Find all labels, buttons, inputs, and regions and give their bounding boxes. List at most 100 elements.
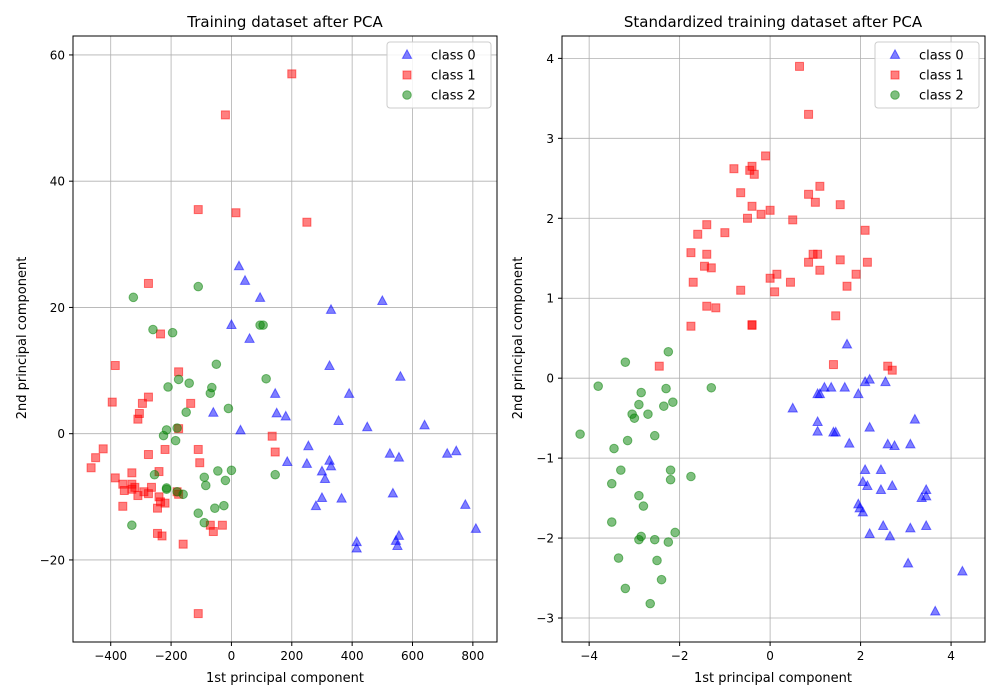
data-point bbox=[199, 517, 210, 528]
data-point bbox=[920, 519, 932, 530]
data-point bbox=[133, 414, 143, 424]
legend: class 0 class 1 class 2 bbox=[874, 41, 980, 109]
data-point bbox=[302, 440, 314, 451]
data-point bbox=[634, 534, 644, 545]
data-point bbox=[859, 375, 871, 387]
y-tick-label: −3 bbox=[536, 612, 554, 626]
plot-area bbox=[562, 36, 985, 642]
data-points bbox=[86, 69, 482, 619]
data-point bbox=[620, 583, 631, 594]
data-point bbox=[161, 484, 172, 495]
data-point bbox=[902, 557, 914, 568]
x-tick-label: −200 bbox=[155, 649, 188, 663]
data-point bbox=[795, 61, 805, 71]
plot-area bbox=[73, 36, 497, 642]
x-tick-label: 2 bbox=[857, 649, 865, 663]
data-point bbox=[387, 487, 399, 498]
x-tick-label: 800 bbox=[461, 649, 484, 663]
data-point bbox=[156, 329, 166, 339]
data-point bbox=[785, 277, 795, 287]
data-point bbox=[231, 208, 241, 218]
data-point bbox=[213, 466, 223, 476]
right-chart-panel: Standardized training dataset after PCA … bbox=[511, 13, 986, 686]
data-point bbox=[143, 489, 153, 499]
data-point bbox=[233, 260, 245, 271]
x-tick-label: 0 bbox=[766, 649, 774, 663]
data-point bbox=[195, 458, 205, 468]
data-point bbox=[862, 257, 872, 267]
data-point bbox=[170, 435, 181, 446]
data-point bbox=[127, 520, 137, 531]
y-tick-label: 0 bbox=[546, 372, 554, 386]
data-point bbox=[316, 465, 328, 476]
data-point bbox=[158, 430, 169, 441]
data-point bbox=[756, 209, 766, 219]
legend-label: class 2 bbox=[919, 89, 964, 104]
data-point bbox=[835, 255, 845, 265]
data-point bbox=[828, 360, 838, 370]
data-point bbox=[656, 574, 667, 585]
data-point bbox=[470, 522, 482, 533]
data-point bbox=[852, 387, 864, 399]
data-point bbox=[634, 399, 644, 410]
data-point bbox=[711, 303, 721, 313]
data-point bbox=[613, 553, 624, 563]
legend-marker bbox=[402, 90, 412, 100]
series-class-2 bbox=[575, 346, 717, 609]
data-point bbox=[658, 401, 669, 411]
data-point bbox=[316, 491, 328, 502]
data-point bbox=[220, 110, 230, 120]
data-point bbox=[747, 320, 757, 330]
data-point bbox=[391, 539, 403, 550]
data-point bbox=[148, 324, 158, 335]
data-point bbox=[812, 425, 824, 436]
data-point bbox=[167, 327, 178, 338]
data-point bbox=[270, 447, 280, 457]
data-point bbox=[835, 200, 845, 210]
data-point bbox=[688, 277, 698, 287]
data-point bbox=[225, 318, 237, 330]
data-point bbox=[173, 374, 184, 385]
data-point bbox=[857, 475, 869, 487]
data-point bbox=[616, 465, 626, 475]
data-point bbox=[813, 249, 823, 259]
data-point bbox=[747, 201, 757, 211]
series-class-1 bbox=[86, 69, 312, 619]
data-point bbox=[208, 527, 218, 537]
data-point bbox=[620, 357, 631, 367]
data-point bbox=[193, 444, 203, 454]
data-point bbox=[343, 387, 355, 398]
chart-title: Training dataset after PCA bbox=[186, 13, 383, 31]
data-point bbox=[956, 565, 968, 576]
data-point bbox=[736, 285, 746, 295]
data-point bbox=[384, 447, 396, 458]
data-point bbox=[149, 469, 160, 480]
data-point bbox=[864, 421, 876, 432]
data-point bbox=[193, 609, 203, 619]
x-tick-label: −2 bbox=[671, 649, 689, 663]
data-point bbox=[336, 492, 348, 503]
gridlines bbox=[73, 36, 497, 642]
data-point bbox=[889, 439, 900, 451]
data-point bbox=[887, 365, 897, 375]
data-point bbox=[880, 375, 891, 387]
data-point bbox=[665, 465, 676, 475]
data-point bbox=[324, 359, 335, 371]
data-point bbox=[686, 321, 696, 331]
data-point bbox=[211, 359, 222, 370]
data-point bbox=[638, 501, 649, 511]
data-point bbox=[686, 471, 696, 482]
data-point bbox=[693, 229, 703, 239]
x-tick-label: −400 bbox=[94, 649, 127, 663]
data-point bbox=[110, 473, 120, 483]
data-point bbox=[450, 445, 462, 456]
data-point bbox=[254, 291, 266, 302]
y-axis-label: 2nd principal component bbox=[15, 257, 30, 420]
data-point bbox=[220, 475, 231, 486]
data-point bbox=[172, 423, 182, 433]
data-point bbox=[702, 249, 712, 259]
data-point bbox=[217, 520, 227, 530]
y-tick-label: 3 bbox=[546, 132, 554, 146]
data-point bbox=[643, 409, 653, 419]
